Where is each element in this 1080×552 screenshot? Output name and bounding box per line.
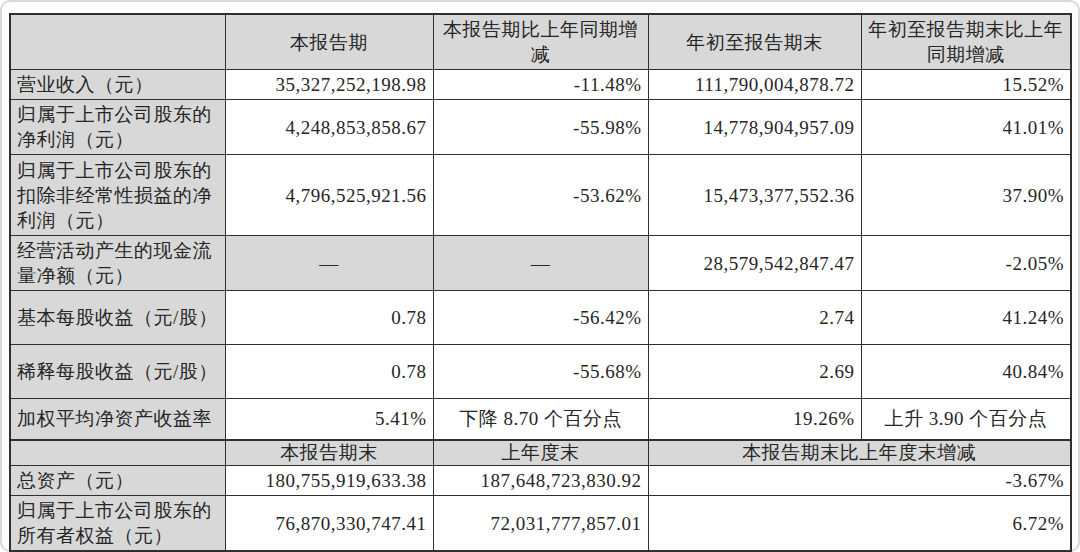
value-cell: 4,796,525,921.56 bbox=[225, 155, 433, 236]
value-cell: 180,755,919,633.38 bbox=[225, 466, 433, 496]
value-cell: 2.69 bbox=[648, 345, 861, 399]
value-cell: -53.62% bbox=[433, 155, 648, 236]
table-row-weighted-avg-roe: 加权平均净资产收益率 5.41% 下降 8.70 个百分点 19.26% 上升 … bbox=[10, 399, 1071, 440]
row-label: 总资产（元） bbox=[10, 466, 225, 496]
subheader-change-vs-prior-year-end: 本报告期末比上年度末增减 bbox=[648, 440, 1071, 466]
value-cell: 0.78 bbox=[225, 291, 433, 345]
value-cell: 187,648,723,830.92 bbox=[433, 466, 648, 496]
report-page: 本报告期 本报告期比上年同期增减 年初至报告期末 年初至报告期末比上年同期增减 … bbox=[0, 0, 1080, 552]
change-text-cell: 上升 3.90 个百分点 bbox=[861, 399, 1071, 440]
value-cell: 5.41% bbox=[225, 399, 433, 440]
header-year-to-date: 年初至报告期末 bbox=[648, 14, 861, 70]
financial-summary-table: 本报告期 本报告期比上年同期增减 年初至报告期末 年初至报告期末比上年同期增减 … bbox=[9, 13, 1072, 552]
dash-cell: — bbox=[433, 236, 648, 291]
value-cell: -55.68% bbox=[433, 345, 648, 399]
value-cell: 41.01% bbox=[861, 100, 1071, 155]
table-row-total-assets: 总资产（元） 180,755,919,633.38 187,648,723,83… bbox=[10, 466, 1071, 496]
header-current-period: 本报告期 bbox=[225, 14, 433, 70]
value-cell: 15,473,377,552.36 bbox=[648, 155, 861, 236]
value-cell: -3.67% bbox=[648, 466, 1071, 496]
subheader-prior-year-end: 上年度末 bbox=[433, 440, 648, 466]
row-label: 归属于上市公司股东的所有者权益（元） bbox=[10, 496, 225, 552]
value-cell: 37.90% bbox=[861, 155, 1071, 236]
value-cell: 40.84% bbox=[861, 345, 1071, 399]
row-label: 经营活动产生的现金流量净额（元） bbox=[10, 236, 225, 291]
table-subheader-row: 本报告期末 上年度末 本报告期末比上年度末增减 bbox=[10, 440, 1071, 466]
table-row-basic-eps: 基本每股收益（元/股） 0.78 -56.42% 2.74 41.24% bbox=[10, 291, 1071, 345]
row-label: 归属于上市公司股东的净利润（元） bbox=[10, 100, 225, 155]
table-row-operating-revenue: 营业收入（元） 35,327,252,198.98 -11.48% 111,79… bbox=[10, 70, 1071, 100]
header-year-to-date-yoy-change: 年初至报告期末比上年同期增减 bbox=[861, 14, 1071, 70]
value-cell: 111,790,004,878.72 bbox=[648, 70, 861, 100]
value-cell: 2.74 bbox=[648, 291, 861, 345]
value-cell: 4,248,853,858.67 bbox=[225, 100, 433, 155]
value-cell: -56.42% bbox=[433, 291, 648, 345]
header-empty-cell bbox=[10, 14, 225, 70]
value-cell: 35,327,252,198.98 bbox=[225, 70, 433, 100]
value-cell: 19.26% bbox=[648, 399, 861, 440]
header-current-period-yoy-change: 本报告期比上年同期增减 bbox=[433, 14, 648, 70]
subheader-empty-cell bbox=[10, 440, 225, 466]
row-label: 稀释每股收益（元/股） bbox=[10, 345, 225, 399]
value-cell: -55.98% bbox=[433, 100, 648, 155]
table-header-row: 本报告期 本报告期比上年同期增减 年初至报告期末 年初至报告期末比上年同期增减 bbox=[10, 14, 1071, 70]
value-cell: 14,778,904,957.09 bbox=[648, 100, 861, 155]
value-cell: 6.72% bbox=[648, 496, 1071, 552]
change-text-cell: 下降 8.70 个百分点 bbox=[433, 399, 648, 440]
value-cell: 0.78 bbox=[225, 345, 433, 399]
row-label: 营业收入（元） bbox=[10, 70, 225, 100]
value-cell: 15.52% bbox=[861, 70, 1071, 100]
table-row-net-profit: 归属于上市公司股东的净利润（元） 4,248,853,858.67 -55.98… bbox=[10, 100, 1071, 155]
table-row-net-profit-excl-nonrecurring: 归属于上市公司股东的扣除非经常性损益的净利润（元） 4,796,525,921.… bbox=[10, 155, 1071, 236]
table-row-operating-cash-flow: 经营活动产生的现金流量净额（元） — — 28,579,542,847.47 -… bbox=[10, 236, 1071, 291]
value-cell: 72,031,777,857.01 bbox=[433, 496, 648, 552]
value-cell: 76,870,330,747.41 bbox=[225, 496, 433, 552]
value-cell: -2.05% bbox=[861, 236, 1071, 291]
table-row-diluted-eps: 稀释每股收益（元/股） 0.78 -55.68% 2.69 40.84% bbox=[10, 345, 1071, 399]
dash-cell: — bbox=[225, 236, 433, 291]
value-cell: 28,579,542,847.47 bbox=[648, 236, 861, 291]
table-row-owners-equity: 归属于上市公司股东的所有者权益（元） 76,870,330,747.41 72,… bbox=[10, 496, 1071, 552]
value-cell: -11.48% bbox=[433, 70, 648, 100]
row-label: 加权平均净资产收益率 bbox=[10, 399, 225, 440]
value-cell: 41.24% bbox=[861, 291, 1071, 345]
subheader-period-end: 本报告期末 bbox=[225, 440, 433, 466]
row-label: 基本每股收益（元/股） bbox=[10, 291, 225, 345]
row-label: 归属于上市公司股东的扣除非经常性损益的净利润（元） bbox=[10, 155, 225, 236]
